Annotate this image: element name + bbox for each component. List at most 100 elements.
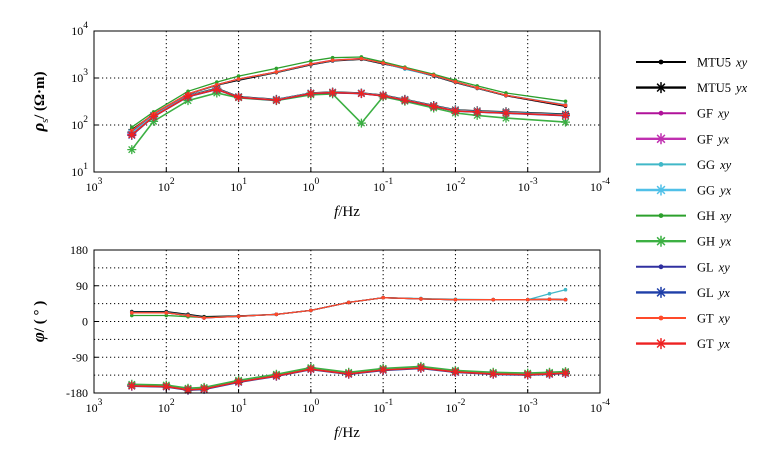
- x-tick-label: 100: [302, 398, 319, 415]
- y-tick-label: 0: [82, 315, 88, 329]
- data-point: [525, 297, 530, 302]
- data-point: [274, 312, 279, 317]
- data-point: [450, 367, 460, 377]
- data-point: [419, 297, 423, 301]
- legend-label: GL yx: [697, 286, 730, 300]
- data-point: [346, 300, 351, 305]
- legend-label: GT yx: [697, 337, 730, 351]
- data-point: [183, 91, 193, 101]
- legend-entry: GH xy: [636, 209, 732, 223]
- x-tick-label: 10-2: [445, 177, 465, 194]
- x-tick-label: 10-3: [518, 177, 538, 194]
- data-point: [403, 66, 407, 70]
- data-point: [429, 101, 439, 111]
- x-tick-label: 101: [230, 398, 247, 415]
- data-point: [328, 88, 338, 98]
- phi-y-axis-label: φ/ ( ° ): [29, 301, 48, 342]
- data-point: [504, 93, 508, 98]
- data-point: [378, 91, 388, 101]
- legend-label: GL xy: [697, 260, 730, 274]
- data-point: [381, 61, 385, 65]
- data-point: [236, 314, 241, 319]
- legend-label: GH yx: [697, 235, 732, 249]
- data-point: [545, 369, 554, 379]
- x-tick-label: 101: [230, 177, 247, 194]
- data-point: [563, 287, 568, 292]
- rho-y-axis-label: ρs/ (Ω·m): [29, 71, 51, 132]
- series-line: [131, 297, 566, 318]
- legend-entry: GL yx: [636, 286, 730, 300]
- rho-x-axis-label: f/Hz: [334, 204, 360, 220]
- data-point: [309, 62, 313, 66]
- data-point: [215, 82, 219, 87]
- y-tick-label: 103: [71, 68, 88, 85]
- data-point: [523, 370, 533, 380]
- data-point: [274, 66, 279, 71]
- data-point: [431, 73, 436, 78]
- data-point: [547, 297, 552, 302]
- data-point: [450, 106, 460, 116]
- data-point: [271, 371, 281, 381]
- y-tick-label: 101: [71, 162, 88, 179]
- data-point: [215, 80, 219, 84]
- data-point: [164, 313, 169, 318]
- data-point: [236, 77, 241, 81]
- legend-star-marker: [655, 184, 667, 196]
- legend-entry: MTU5 yx: [636, 81, 748, 95]
- data-point: [127, 381, 137, 391]
- y-tick-label: 104: [71, 21, 88, 38]
- data-point: [149, 112, 159, 121]
- data-point: [561, 117, 570, 127]
- series-gt-xy: [129, 295, 568, 320]
- data-point: [236, 74, 241, 78]
- legend-star-marker: [655, 286, 667, 298]
- data-point: [356, 89, 366, 98]
- data-point: [234, 377, 244, 387]
- x-tick-label: 10-3: [518, 398, 538, 415]
- phi-x-axis-label: f/Hz: [334, 425, 360, 441]
- data-point: [271, 95, 281, 105]
- legend-entry: GF xy: [636, 107, 730, 121]
- data-point: [129, 310, 134, 315]
- data-point: [359, 56, 364, 61]
- data-point: [183, 385, 193, 395]
- x-tick-label: 103: [86, 398, 103, 415]
- data-point: [309, 59, 313, 63]
- data-point: [488, 369, 498, 379]
- data-point: [199, 384, 209, 394]
- data-point: [212, 84, 222, 94]
- phi-series: [127, 287, 570, 395]
- data-point: [161, 382, 171, 392]
- x-tick-label: 102: [158, 398, 175, 415]
- legend-dot-marker: [658, 162, 664, 167]
- legend-dot-marker: [658, 213, 664, 219]
- data-point: [274, 70, 279, 74]
- data-point: [330, 58, 335, 63]
- legend-entry: GH yx: [636, 235, 732, 249]
- data-point: [378, 365, 388, 375]
- x-tick-label: 102: [158, 177, 175, 194]
- data-point: [453, 297, 458, 302]
- data-point: [561, 368, 570, 378]
- legend-star-marker: [655, 338, 667, 350]
- legend-label: GG xy: [697, 158, 732, 172]
- legend-dot-marker: [658, 315, 664, 321]
- phi-panel: 103 102 101 100 10-1 10-2 10-3 10-4 180 90 0 -90 -18…: [29, 243, 610, 441]
- legend-entry: GL xy: [636, 260, 730, 274]
- data-point: [186, 89, 190, 94]
- rho-axes-frame: [93, 30, 601, 173]
- legend-star-marker: [655, 133, 667, 145]
- x-tick-label: 10-2: [445, 398, 465, 415]
- data-point: [453, 80, 458, 84]
- x-tick-label: 10-4: [590, 177, 610, 194]
- legend-star-marker: [655, 82, 667, 94]
- legend-entry: GT yx: [636, 337, 730, 351]
- y-tick-label: 180: [70, 243, 88, 257]
- data-point: [149, 116, 159, 126]
- legend-entry: MTU5 xy: [636, 56, 748, 70]
- data-point: [306, 364, 316, 374]
- legend-dot-marker: [658, 264, 664, 270]
- legend-entry: GT xy: [636, 312, 730, 326]
- data-point: [127, 130, 137, 140]
- legend-dot-marker: [658, 110, 664, 116]
